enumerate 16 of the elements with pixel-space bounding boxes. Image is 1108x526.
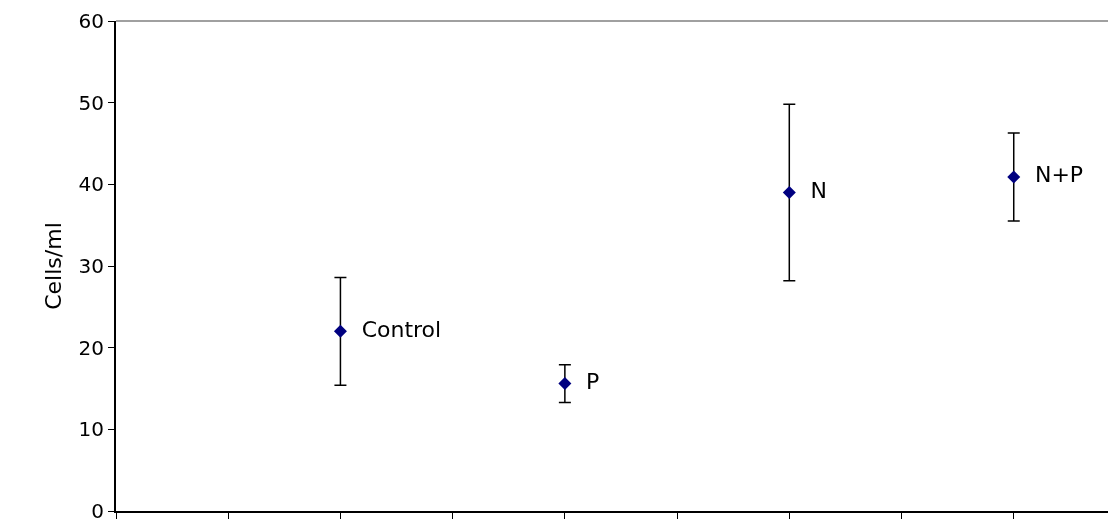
data-label: N — [796, 178, 827, 203]
y-tick-label: 0 — [91, 499, 104, 523]
y-tick-label: 20 — [78, 335, 104, 360]
y-tick-label: 40 — [78, 172, 104, 197]
point — [558, 377, 572, 391]
point — [333, 324, 347, 338]
point — [1007, 170, 1021, 184]
data-label: N+P — [1020, 162, 1084, 188]
y-tick-label: 30 — [78, 254, 104, 278]
data-label: Control — [347, 316, 442, 342]
y-tick-label: 10 — [78, 417, 104, 442]
y-tick-label: 50 — [78, 90, 104, 115]
point — [782, 186, 796, 199]
y-axis-title: Cells/ml — [41, 222, 66, 310]
y-tick-label: 60 — [78, 9, 104, 33]
data-label: P — [572, 369, 600, 395]
